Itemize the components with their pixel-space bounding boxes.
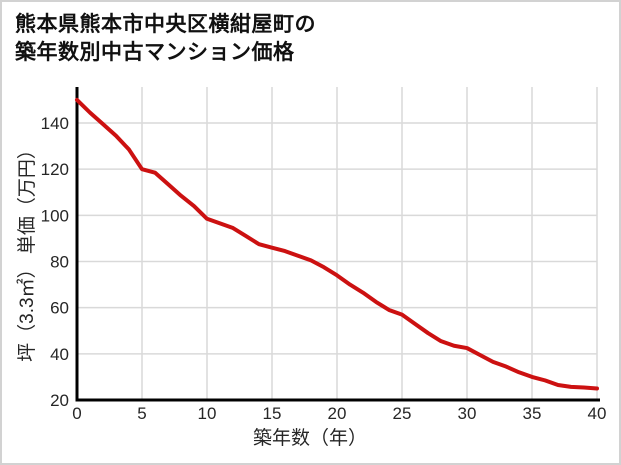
y-tick-label-20: 20	[50, 391, 69, 410]
x-tick-label-5: 5	[137, 404, 146, 423]
y-tick-label-60: 60	[50, 299, 69, 318]
y-tick-label-40: 40	[50, 345, 69, 364]
x-tick-label-25: 25	[393, 404, 412, 423]
x-axis-title: 築年数（年）	[253, 427, 367, 449]
x-tick-label-30: 30	[458, 404, 477, 423]
y-axis-title: 坪（3.3㎡） 単価（万円）	[15, 140, 38, 362]
x-tick-label-15: 15	[263, 404, 282, 423]
chart-title-line2: 築年数別中古マンション価格	[15, 41, 295, 64]
chart-title-line1: 熊本県熊本市中央区横紺屋町の	[15, 13, 316, 36]
x-tick-label-10: 10	[198, 404, 217, 423]
y-tick-label-120: 120	[41, 160, 69, 179]
x-tick-label-0: 0	[72, 404, 81, 423]
x-tick-label-35: 35	[523, 404, 542, 423]
chart-title: 熊本県熊本市中央区横紺屋町の 築年数別中古マンション価格	[15, 11, 316, 67]
y-tick-label-140: 140	[41, 114, 69, 133]
plot-area: 0 5 10 15 20 25 30 35 40 20 40 60 80 100 120 140	[41, 87, 607, 423]
x-tick-label-20: 20	[328, 404, 347, 423]
x-tick-label-40: 40	[588, 404, 607, 423]
y-tick-label-100: 100	[41, 206, 69, 225]
price-line	[75, 97, 599, 391]
y-tick-label-80: 80	[50, 253, 69, 272]
